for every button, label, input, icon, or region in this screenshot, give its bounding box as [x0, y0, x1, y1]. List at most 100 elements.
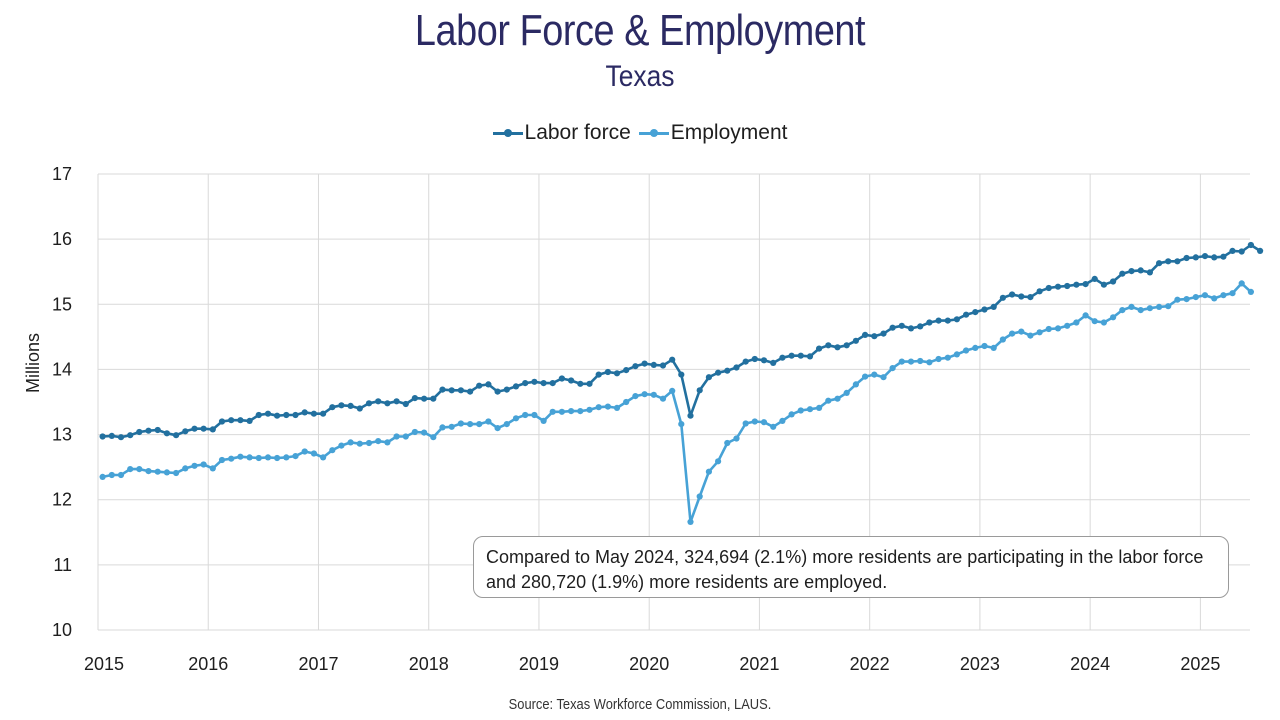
- data-point-employment: [834, 395, 841, 402]
- data-point-labor-force: [678, 371, 685, 378]
- data-point-labor-force: [1229, 247, 1236, 254]
- data-point-employment: [448, 423, 455, 430]
- data-point-employment: [329, 447, 336, 454]
- data-point-labor-force: [751, 355, 758, 363]
- data-point-employment: [173, 469, 180, 477]
- data-point-labor-force: [705, 374, 713, 381]
- data-point-labor-force: [1054, 283, 1062, 290]
- data-point-labor-force: [1137, 267, 1144, 274]
- source-note: Source: Texas Workforce Commission, LAUS…: [508, 696, 772, 713]
- data-point-labor-force: [816, 345, 823, 352]
- data-point-employment: [457, 420, 464, 427]
- data-point-employment: [650, 391, 657, 398]
- data-point-labor-force: [283, 411, 290, 419]
- data-point-employment: [1064, 322, 1071, 329]
- data-point-employment: [641, 391, 648, 398]
- annotation-box: Compared to May 2024, 324,694 (2.1%) mor…: [473, 536, 1229, 598]
- data-point-labor-force: [1036, 288, 1043, 295]
- chart-legend: Labor force Employment: [0, 121, 1280, 145]
- data-point-labor-force: [173, 432, 180, 439]
- data-point-employment: [678, 421, 685, 428]
- data-point-employment: [274, 454, 281, 462]
- data-point-employment: [907, 358, 915, 365]
- data-point-labor-force: [696, 387, 703, 394]
- y-tick-label: 11: [53, 555, 72, 575]
- data-point-employment: [494, 425, 501, 432]
- y-tick-label: 14: [52, 359, 72, 379]
- data-point-labor-force: [1082, 281, 1089, 288]
- data-point-employment: [228, 455, 235, 462]
- data-point-employment: [310, 450, 317, 457]
- data-point-labor-force: [1247, 241, 1254, 249]
- data-point-labor-force: [439, 386, 446, 393]
- data-point-labor-force: [476, 382, 483, 389]
- data-point-employment: [356, 440, 363, 447]
- data-point-employment: [889, 365, 896, 372]
- data-point-employment: [402, 433, 409, 440]
- legend-item-labor-force: Labor force: [492, 121, 631, 145]
- data-point-labor-force: [641, 360, 648, 367]
- data-point-employment: [862, 373, 869, 380]
- data-point-employment: [880, 374, 887, 381]
- series-line-employment: [102, 282, 1252, 524]
- data-point-employment: [981, 342, 988, 350]
- data-point-labor-force: [448, 387, 455, 394]
- data-point-employment: [209, 465, 216, 472]
- data-point-employment: [999, 336, 1007, 343]
- data-point-employment: [145, 468, 152, 475]
- data-point-labor-force: [1018, 293, 1025, 300]
- data-point-labor-force: [944, 317, 951, 324]
- data-point-labor-force: [687, 412, 694, 419]
- data-point-labor-force: [825, 342, 832, 349]
- data-point-employment: [632, 393, 639, 400]
- data-point-employment: [806, 406, 814, 413]
- data-point-labor-force: [99, 433, 106, 440]
- data-point-labor-force: [218, 418, 226, 425]
- data-point-employment: [595, 404, 602, 411]
- data-point-labor-force: [274, 412, 281, 419]
- data-point-labor-force: [595, 371, 602, 378]
- data-point-employment: [117, 471, 125, 479]
- x-tick-label: 2024: [1070, 654, 1110, 674]
- data-point-labor-force: [522, 380, 529, 387]
- data-point-employment: [742, 420, 749, 427]
- data-point-employment: [1137, 307, 1144, 314]
- legend-marker-labor-force: [492, 126, 523, 140]
- legend-item-employment: Employment: [638, 121, 787, 145]
- data-point-employment: [237, 453, 244, 460]
- x-tick-label: 2022: [850, 654, 890, 674]
- data-point-labor-force: [953, 316, 961, 323]
- data-point-labor-force: [365, 400, 373, 407]
- data-point-employment: [926, 359, 933, 366]
- data-point-employment: [485, 418, 492, 425]
- y-tick-label: 10: [52, 620, 72, 640]
- data-point-employment: [1054, 325, 1062, 332]
- data-point-labor-force: [990, 303, 997, 310]
- y-tick-label: 13: [52, 425, 72, 445]
- data-point-labor-force: [963, 311, 970, 318]
- data-point-labor-force: [1146, 269, 1153, 276]
- data-point-labor-force: [862, 331, 869, 338]
- data-point-labor-force: [659, 362, 667, 369]
- data-point-employment: [467, 421, 474, 428]
- data-point-employment: [696, 493, 703, 500]
- data-point-labor-force: [1211, 254, 1218, 261]
- data-point-employment: [1036, 329, 1043, 336]
- data-point-employment: [760, 419, 768, 426]
- data-point-labor-force: [852, 337, 860, 344]
- data-point-labor-force: [972, 309, 979, 316]
- data-point-employment: [384, 439, 391, 446]
- x-tick-label: 2019: [519, 654, 559, 674]
- data-point-labor-force: [1009, 291, 1016, 298]
- data-point-labor-force: [623, 367, 630, 374]
- data-point-labor-force: [797, 352, 804, 359]
- data-point-labor-force: [430, 395, 437, 402]
- data-point-employment: [163, 469, 170, 476]
- data-point-labor-force: [237, 417, 244, 424]
- data-point-employment: [898, 358, 905, 365]
- data-point-labor-force: [1165, 258, 1172, 265]
- data-point-employment: [1045, 325, 1052, 333]
- data-point-employment: [522, 411, 529, 419]
- data-point-labor-force: [512, 383, 520, 390]
- data-point-employment: [1082, 312, 1089, 319]
